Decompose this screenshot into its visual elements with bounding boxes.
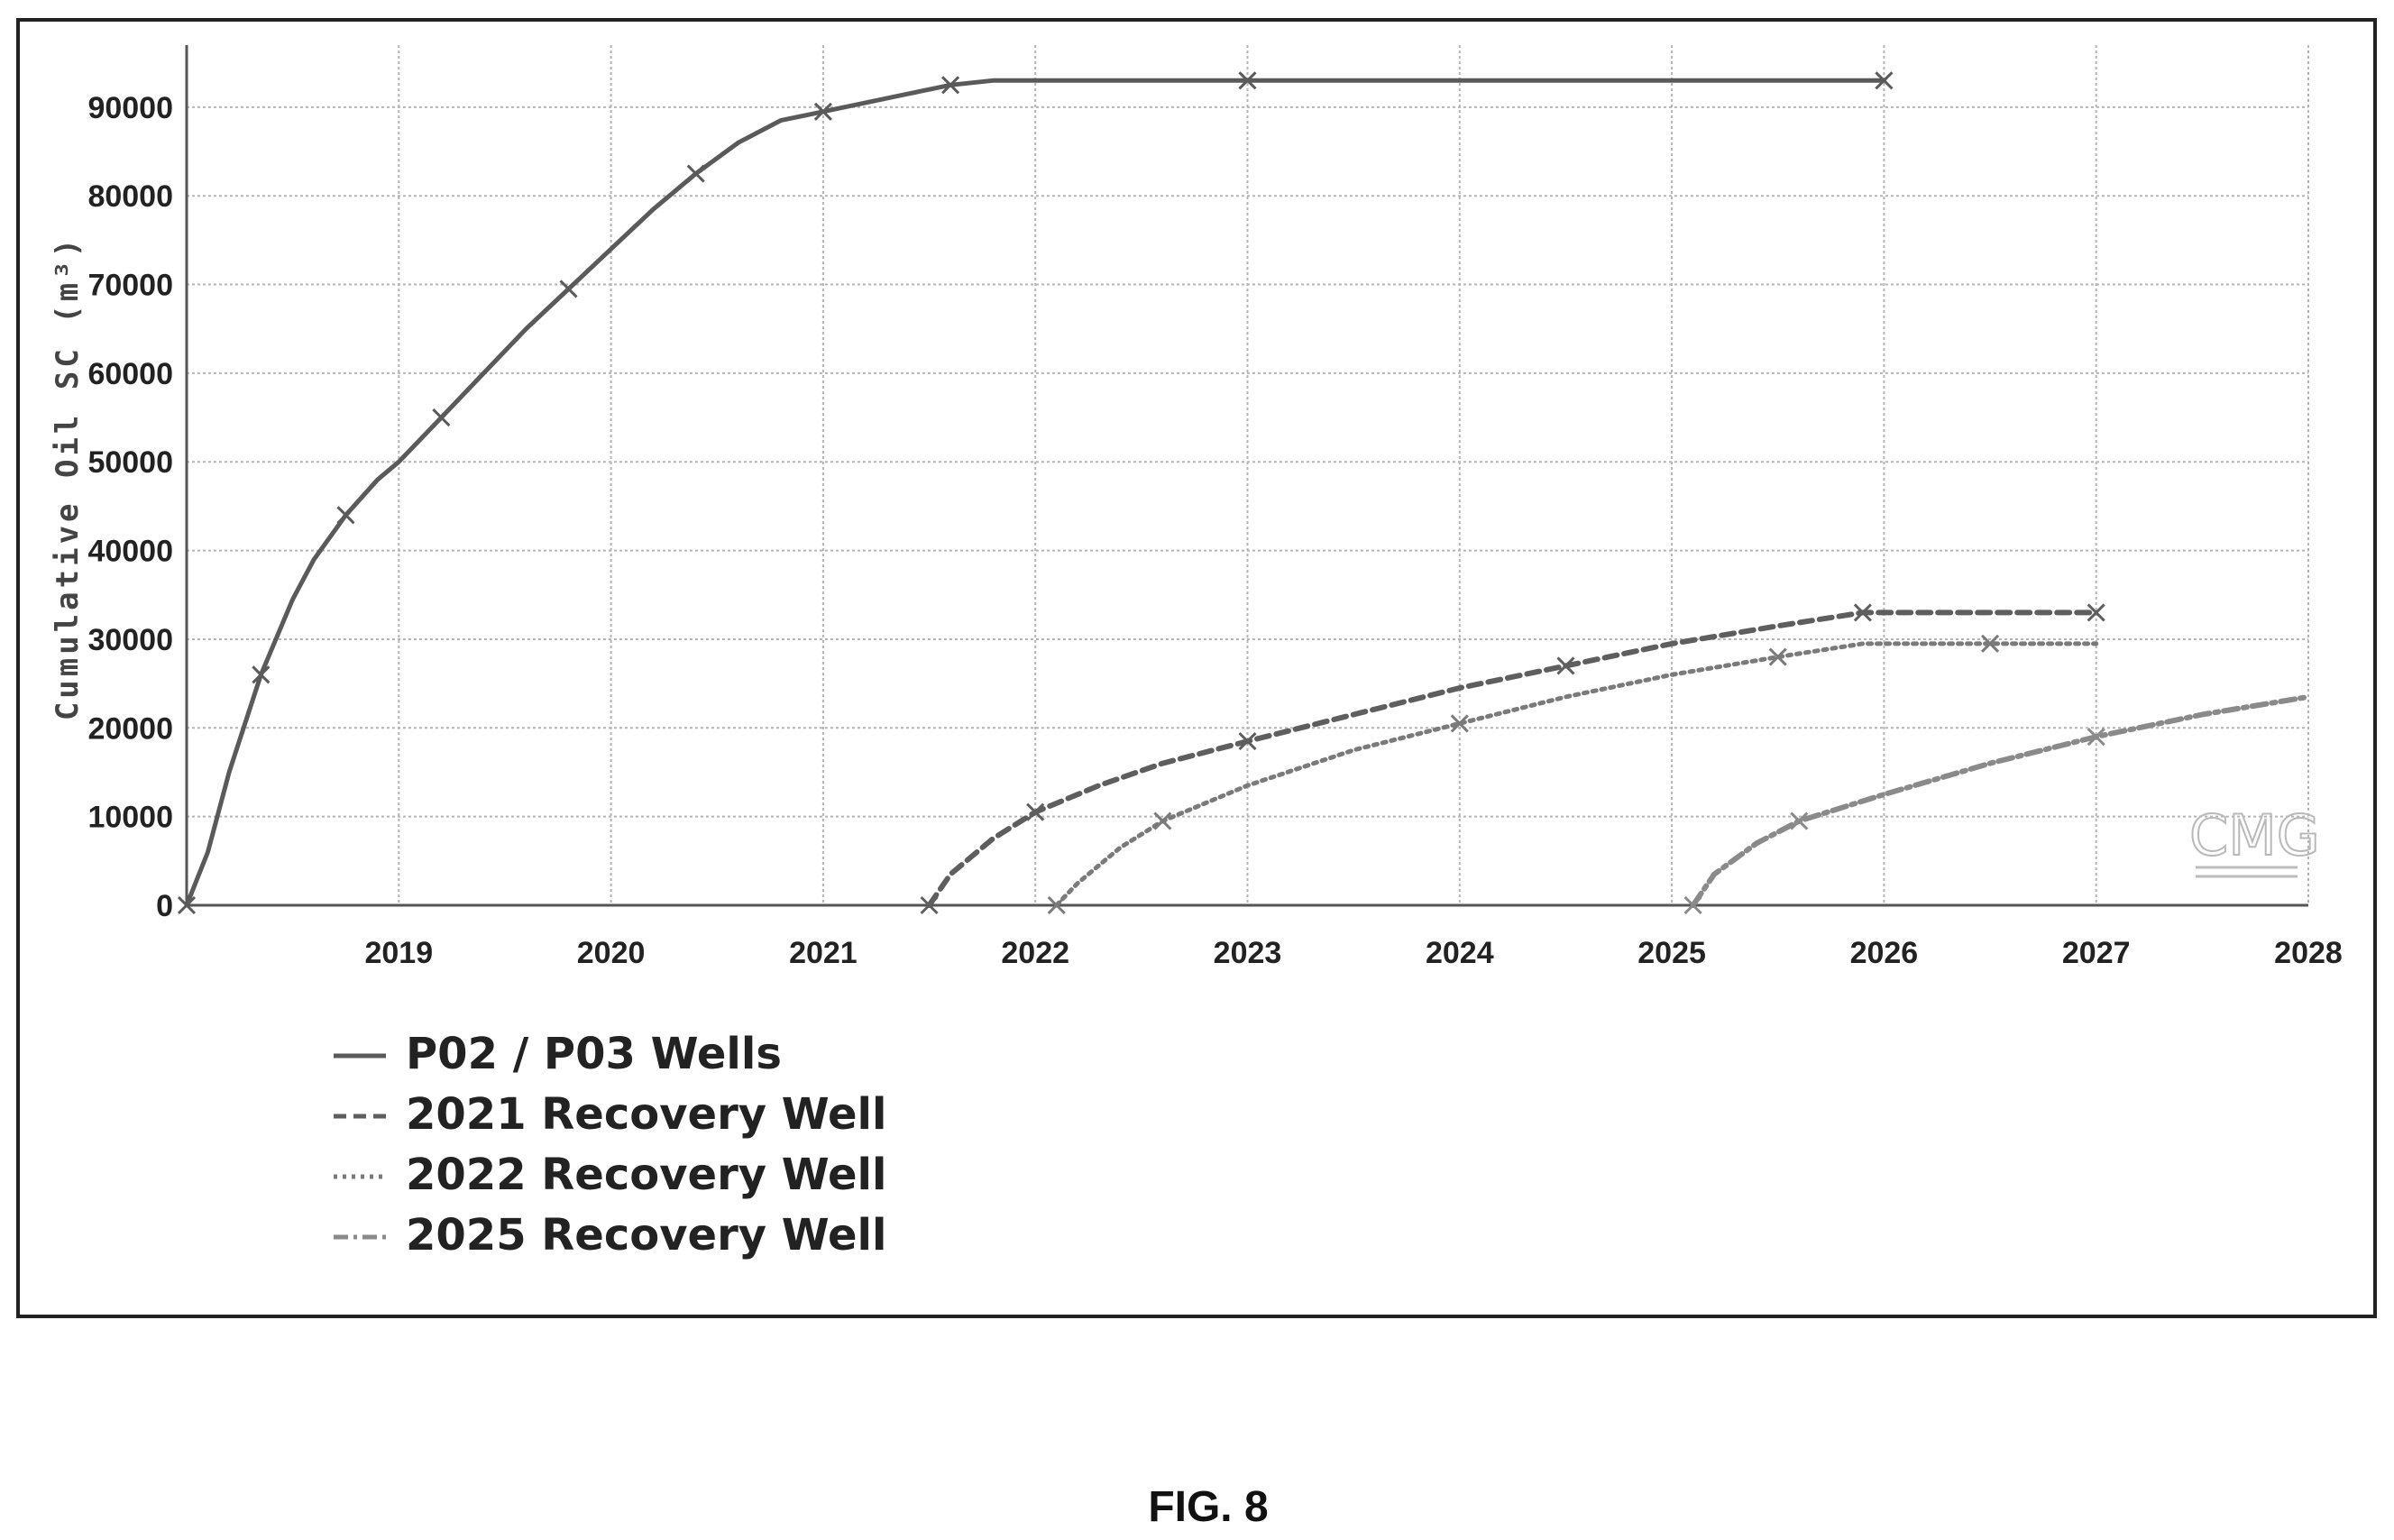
series-point [1853, 603, 1872, 622]
legend-label: 2021 Recovery Well [406, 1089, 886, 1140]
series-point [1556, 656, 1575, 675]
series-lines [177, 71, 2311, 915]
y-tick-label: 80000 [87, 179, 173, 214]
x-tick-label: 2024 [1426, 936, 1494, 970]
y-tick-label: 50000 [87, 445, 173, 480]
legend-label: P02 / P03 Wells [406, 1029, 782, 1079]
y-tick-label: 60000 [87, 357, 173, 391]
x-tick-label: 2020 [577, 936, 646, 970]
y-tick-label: 10000 [87, 801, 173, 835]
series-point [336, 506, 355, 525]
y-tick-label: 0 [156, 889, 173, 923]
x-tick-label: 2026 [1850, 936, 1919, 970]
series-point [252, 665, 271, 684]
y-axis-label: Cumulative Oil SC (m³) [50, 235, 86, 720]
svg-text:CMG: CMG [2189, 802, 2320, 868]
series-point [1875, 71, 1894, 90]
series-line-2 [926, 610, 2099, 908]
series-point [920, 895, 939, 915]
series-point [1450, 714, 1469, 733]
cmg-logo-watermark: CMG [2188, 802, 2321, 878]
x-tick-label: 2023 [1214, 936, 1282, 970]
series-point [1238, 731, 1257, 751]
series-point [177, 895, 197, 915]
y-tick-label: 40000 [87, 535, 173, 569]
y-tick-label: 20000 [87, 711, 173, 746]
series-point [1238, 71, 1257, 90]
series-point [1026, 802, 1045, 821]
y-tick-label: 70000 [87, 269, 173, 303]
axes [185, 45, 2308, 907]
series-point [432, 408, 451, 427]
y-tick-label: 90000 [87, 91, 173, 125]
x-tick-label: 2021 [789, 936, 858, 970]
x-tick-label: 2028 [2274, 936, 2343, 970]
x-tick-label: 2027 [2062, 936, 2131, 970]
series-line-3 [1054, 641, 2099, 908]
series-point [1980, 634, 2000, 653]
series-point [559, 280, 578, 298]
series-line-4 [1690, 693, 2311, 908]
y-tick-labels: 0 10000 20000 30000 40000 50000 60000 70000 8000… [87, 91, 173, 923]
figure-caption: FIG. 8 [1148, 1483, 1268, 1531]
series-point [2087, 728, 2105, 747]
x-tick-label: 2019 [364, 936, 433, 970]
series-point [1047, 895, 1066, 915]
legend-label: 2025 Recovery Well [406, 1210, 886, 1260]
series-line-1 [184, 78, 1886, 908]
grid-lines [187, 45, 2309, 905]
legend-label: 2022 Recovery Well [406, 1150, 886, 1200]
series-point [1790, 811, 1809, 830]
series-point [1153, 811, 1172, 830]
series-point [2087, 603, 2105, 622]
series-point [941, 76, 960, 95]
y-tick-label: 30000 [87, 623, 173, 657]
series-point [813, 102, 832, 121]
x-tick-label: 2025 [1637, 936, 1706, 970]
x-tick-label: 2022 [1001, 936, 1069, 970]
series-point [1683, 895, 1702, 915]
x-tick-labels: 2019 2020 2021 2022 2023 2024 2025 2026 2027 2028 [364, 936, 2342, 970]
series-point [1768, 647, 1787, 666]
legend: P02 / P03 Wells 2021 Recovery Well 2022 Re… [334, 1029, 886, 1260]
series-point [686, 164, 705, 183]
